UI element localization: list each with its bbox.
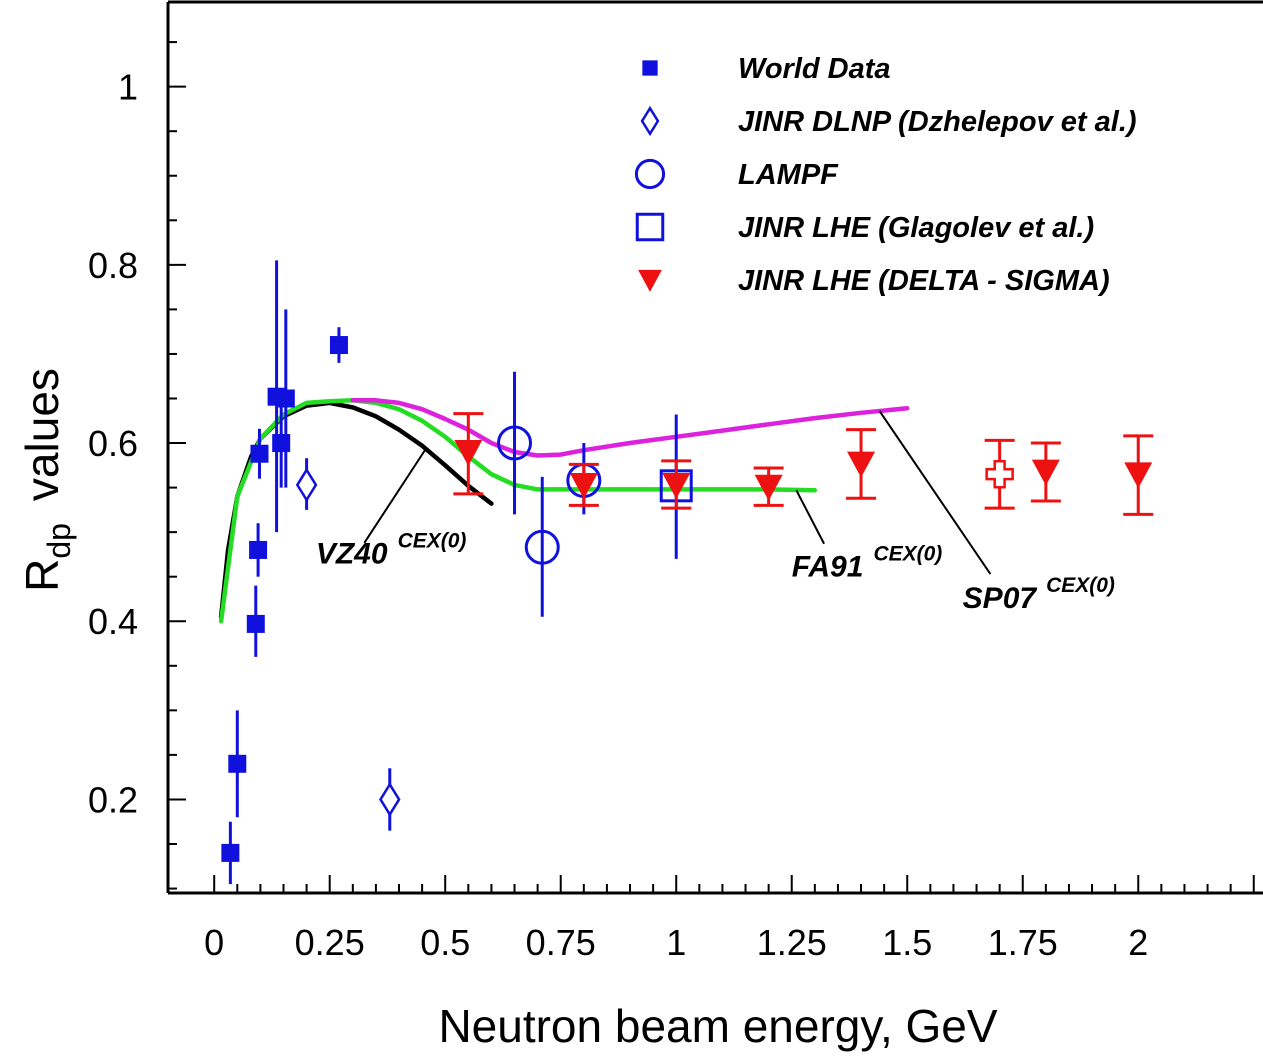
x-tick-label: 1 bbox=[666, 922, 686, 963]
series-5 bbox=[984, 438, 1015, 510]
data-point bbox=[847, 451, 876, 478]
y-axis-title-main: R bbox=[16, 559, 68, 592]
annotation-leaders bbox=[363, 410, 992, 575]
x-tick-label: 0 bbox=[204, 922, 224, 963]
x-tick-label: 1.25 bbox=[757, 922, 827, 963]
curve-annotations: VZ40 CEX(0) FA91 CEX(0) SP07 CEX(0) bbox=[316, 529, 1115, 615]
data-point bbox=[379, 782, 401, 817]
data-point bbox=[497, 425, 533, 461]
x-tick-label: 2 bbox=[1128, 922, 1148, 963]
annotation-sp07: SP07 CEX(0) bbox=[963, 574, 1115, 615]
data-point bbox=[250, 444, 269, 463]
data-point bbox=[246, 614, 265, 633]
data-points bbox=[221, 260, 1154, 885]
annotation-superscript: CEX(0) bbox=[873, 543, 942, 566]
legend-label: JINR LHE (Glagolev et al.) bbox=[738, 212, 1094, 244]
data-point bbox=[221, 843, 240, 862]
legend-label: JINR LHE (DELTA - SIGMA) bbox=[738, 265, 1110, 297]
x-tick-label: 1.5 bbox=[882, 922, 932, 963]
y-tick-label: 0.6 bbox=[88, 423, 138, 464]
annotation-leader bbox=[363, 446, 428, 544]
data-point bbox=[276, 389, 295, 408]
annotation-superscript: CEX(0) bbox=[1046, 574, 1115, 597]
series-1 bbox=[295, 458, 401, 831]
series-0 bbox=[221, 260, 348, 885]
legend: World Data JINR DLNP (Dzhelepov et al.) LA… bbox=[634, 53, 1137, 297]
data-point bbox=[1031, 459, 1060, 486]
data-point bbox=[569, 473, 598, 499]
data-point bbox=[1124, 462, 1153, 489]
data-point bbox=[754, 474, 783, 501]
legend-label: JINR DLNP (Dzhelepov et al.) bbox=[738, 106, 1137, 138]
y-tick-label: 0.4 bbox=[88, 601, 138, 642]
annotation-leader bbox=[795, 489, 825, 545]
annotation-vz40: VZ40 CEX(0) bbox=[316, 529, 467, 570]
y-tick-label: 0.2 bbox=[88, 779, 138, 820]
data-point bbox=[249, 540, 268, 559]
legend-label: LAMPF bbox=[738, 159, 839, 191]
data-point bbox=[228, 754, 247, 773]
data-point bbox=[454, 440, 483, 466]
axis-ticks: 0 0.25 0.5 0.75 1 1.25 1.5 1.75 2 0.2 0.4 0.6 0.8 1 bbox=[88, 41, 1255, 963]
legend-label: World Data bbox=[738, 53, 891, 85]
curve-fa91 bbox=[218, 398, 818, 624]
data-point bbox=[662, 473, 691, 499]
x-tick-label: 1.75 bbox=[988, 922, 1058, 963]
data-point bbox=[295, 467, 318, 503]
x-tick-label: 0.5 bbox=[420, 922, 470, 963]
data-point bbox=[985, 459, 1014, 489]
curve-sp07 bbox=[350, 398, 910, 458]
model-curves bbox=[218, 398, 910, 624]
y-tick-label: 0.8 bbox=[88, 245, 138, 286]
legend-entry: JINR LHE (Glagolev et al.) bbox=[635, 212, 1094, 244]
y-axis-title-sub: dp bbox=[41, 523, 77, 559]
data-point bbox=[524, 529, 560, 565]
legend-marker bbox=[638, 269, 662, 292]
x-axis-title: Neutron beam energy, GeV bbox=[438, 1000, 997, 1052]
annotation-fa91: FA91 CEX(0) bbox=[792, 543, 943, 584]
legend-entry: JINR DLNP (Dzhelepov et al.) bbox=[640, 105, 1137, 138]
legend-marker bbox=[642, 60, 658, 76]
data-point bbox=[329, 336, 348, 355]
legend-marker bbox=[635, 212, 665, 242]
legend-entry: World Data bbox=[642, 53, 891, 85]
x-tick-label: 0.25 bbox=[295, 922, 365, 963]
legend-entry: LAMPF bbox=[634, 158, 839, 191]
legend-marker bbox=[634, 158, 666, 190]
y-tick-label: 1 bbox=[118, 67, 138, 108]
data-point bbox=[272, 434, 291, 453]
annotation-leader bbox=[878, 410, 992, 575]
annotation-superscript: CEX(0) bbox=[398, 529, 467, 552]
plot-frame bbox=[166, 0, 1263, 895]
y-axis-title: Rdp values bbox=[16, 368, 77, 592]
legend-marker bbox=[640, 105, 660, 137]
series-4 bbox=[453, 412, 1154, 516]
legend-entry: JINR LHE (DELTA - SIGMA) bbox=[638, 265, 1110, 297]
x-tick-label: 0.75 bbox=[526, 922, 596, 963]
y-axis-title-suffix: values bbox=[16, 368, 68, 501]
svg-text:Rdpvalues: Rdp values bbox=[16, 368, 77, 592]
